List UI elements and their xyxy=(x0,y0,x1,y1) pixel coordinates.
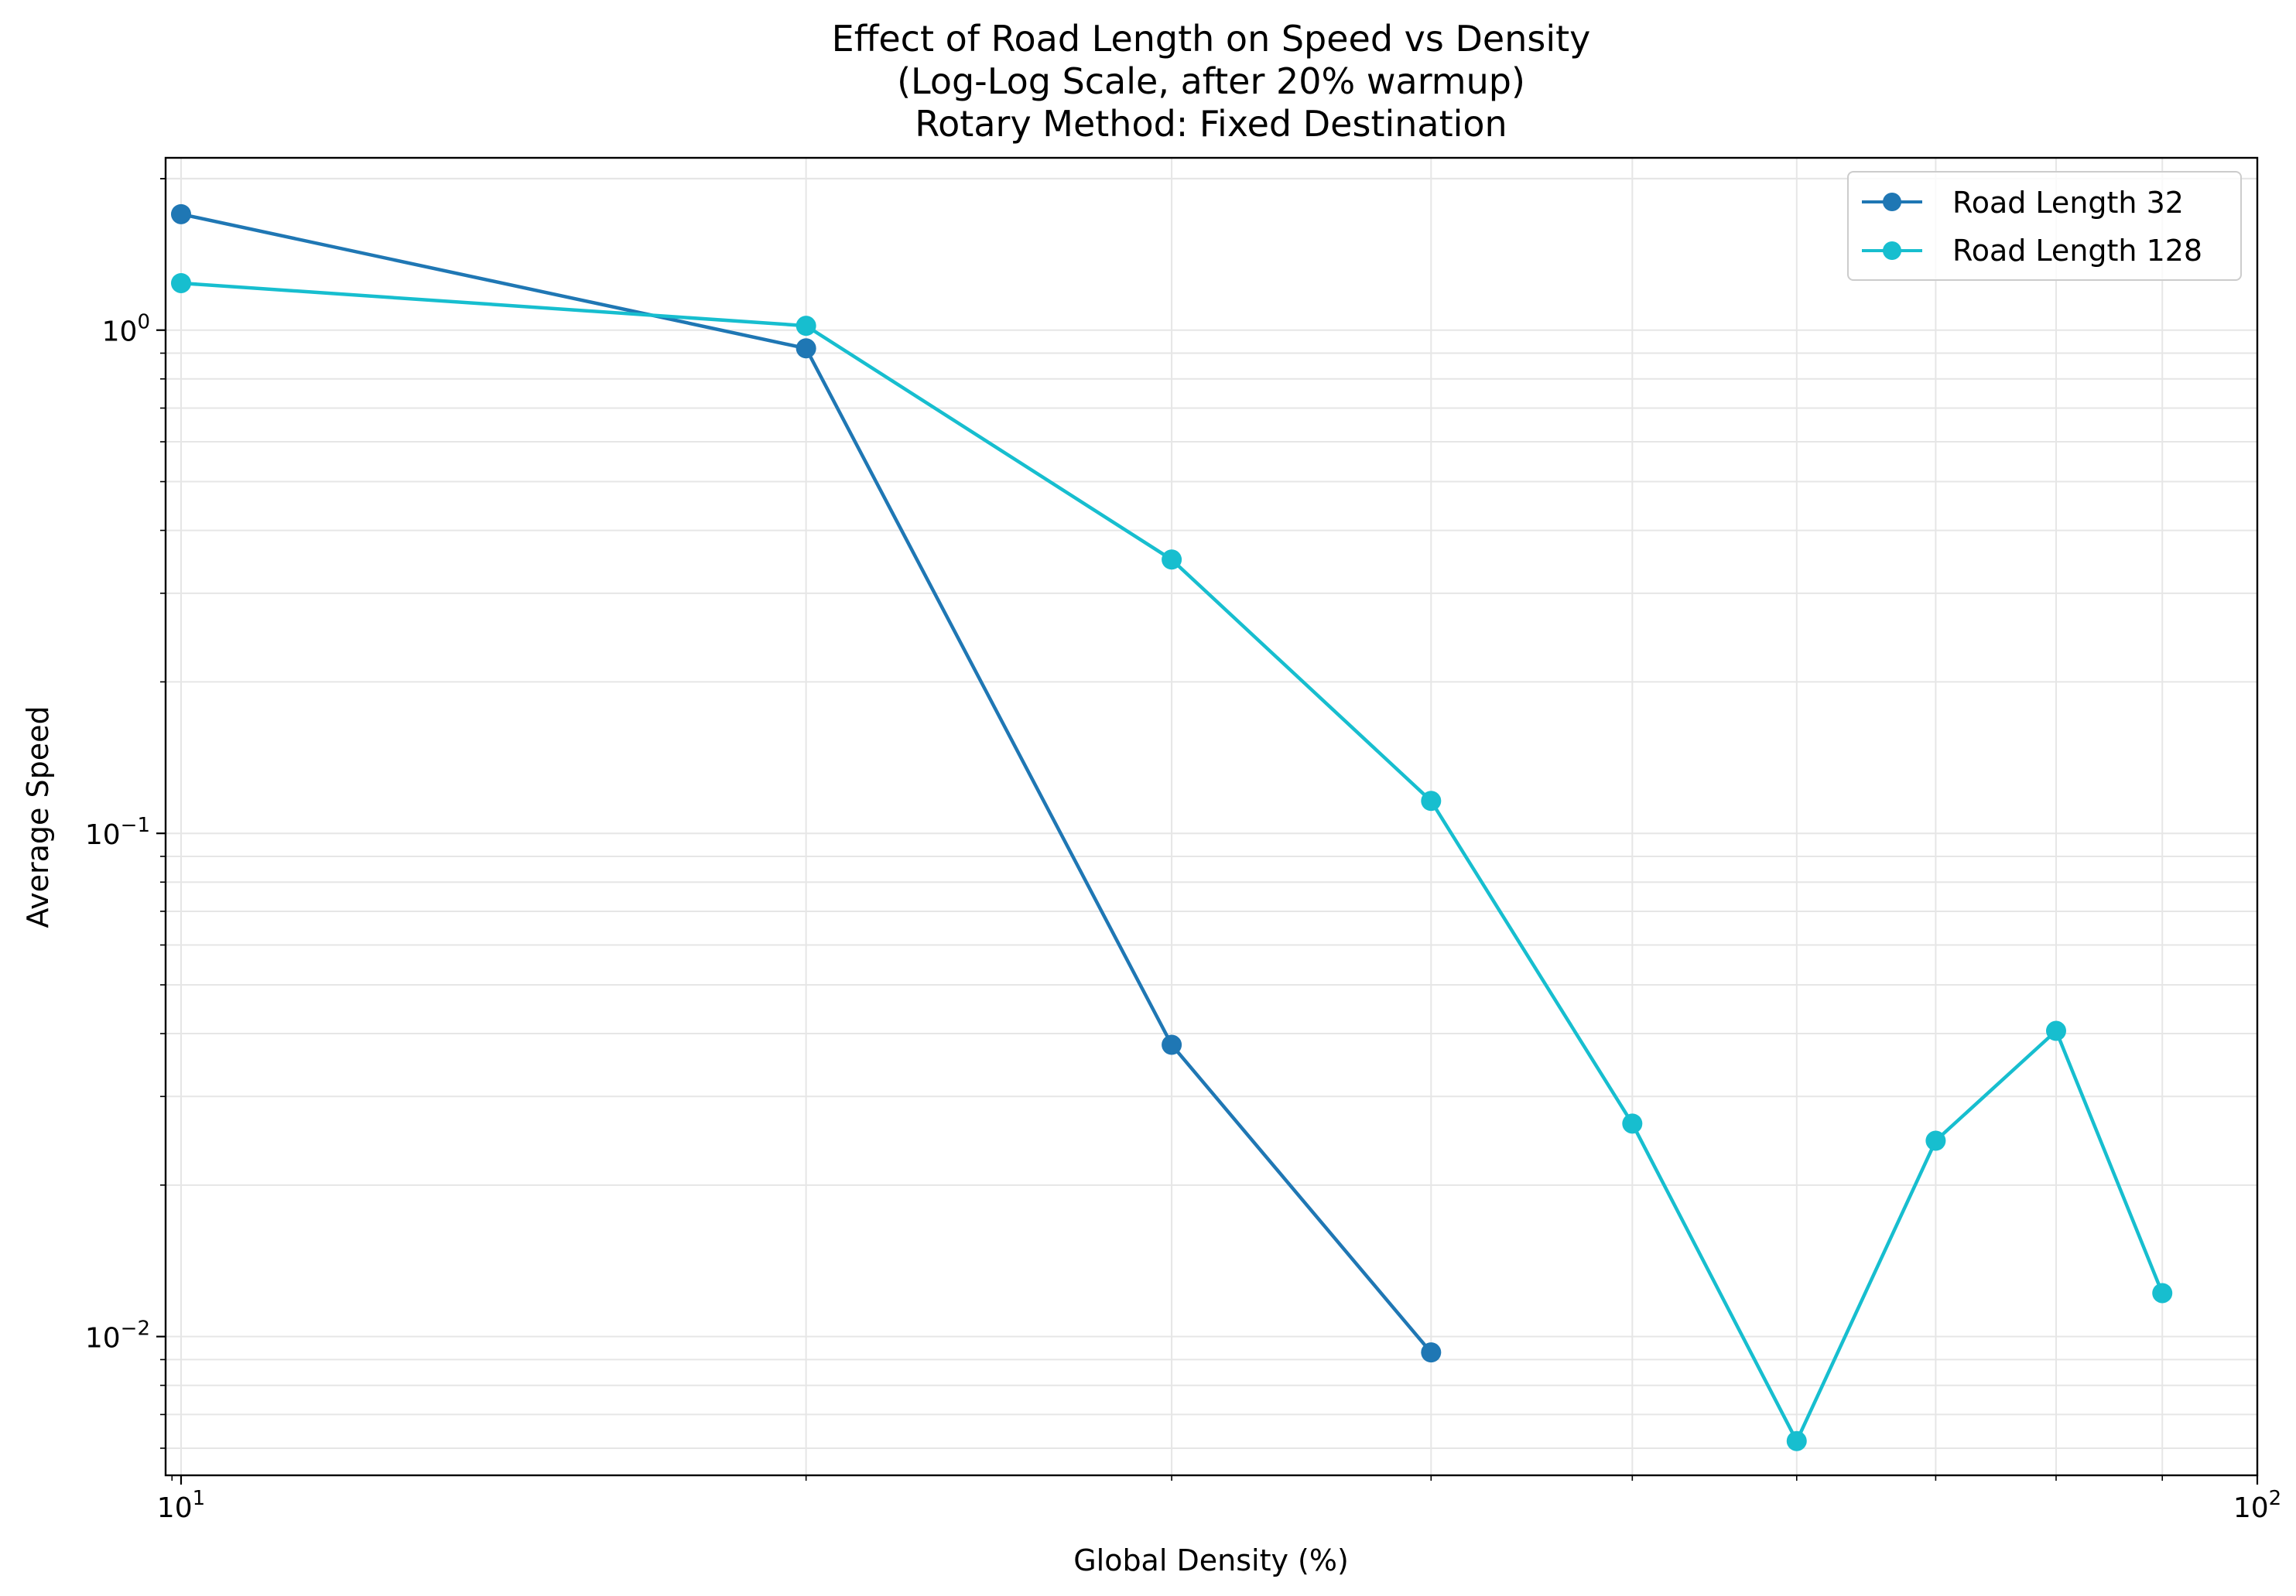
legend-marker-road-length-128 xyxy=(1883,241,1901,260)
data-point xyxy=(170,203,191,224)
data-point xyxy=(2152,1283,2173,1304)
y-tick-label: 10−1 xyxy=(85,814,150,851)
plot-area-frame xyxy=(164,156,2259,1477)
chart-title: Effect of Road Length on Speed vs Densit… xyxy=(832,18,1591,145)
y-tick-label: 100 xyxy=(102,311,150,348)
chart-title-line-3: Rotary Method: Fixed Destination xyxy=(915,103,1507,145)
data-point xyxy=(1925,1130,1946,1151)
chart-title-line-1: Effect of Road Length on Speed vs Densit… xyxy=(832,18,1591,60)
data-point xyxy=(796,316,816,337)
x-axis-label: Global Density (%) xyxy=(1073,1543,1349,1577)
y-axis-label: Average Speed xyxy=(21,706,55,928)
series-line-0 xyxy=(180,212,1433,1354)
x-tick-label: 102 xyxy=(2233,1487,2281,1524)
data-point xyxy=(1421,791,1442,812)
data-point xyxy=(1786,1430,1807,1451)
axis-ticks: 101 102 100 10−1 10−2 xyxy=(85,178,2281,1524)
legend-box xyxy=(1847,171,2242,281)
legend-label-road-length-32: Road Length 32 xyxy=(1952,186,2184,220)
data-point xyxy=(1162,549,1182,570)
data-point xyxy=(170,272,191,293)
x-tick-label: 101 xyxy=(157,1487,205,1524)
data-point xyxy=(796,338,816,359)
legend-marker-road-length-32 xyxy=(1883,193,1901,211)
chart-title-line-2: (Log-Log Scale, after 20% warmup) xyxy=(897,60,1525,102)
legend-label-road-length-128: Road Length 128 xyxy=(1952,234,2202,268)
data-point xyxy=(1162,1034,1182,1055)
y-tick-label: 10−2 xyxy=(85,1317,150,1355)
data-point xyxy=(1622,1113,1643,1134)
legend: Road Length 32 Road Length 128 xyxy=(1847,171,2242,281)
data-point xyxy=(1421,1342,1442,1363)
data-series xyxy=(170,203,2173,1451)
data-point xyxy=(2045,1020,2066,1041)
